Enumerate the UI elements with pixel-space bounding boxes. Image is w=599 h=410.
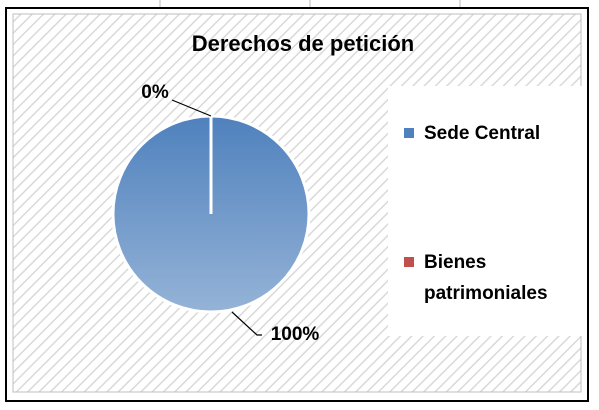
chart-title: Derechos de petición bbox=[192, 31, 415, 56]
data-label: 100% bbox=[271, 324, 320, 345]
leader-line bbox=[171, 99, 212, 117]
legend-marker bbox=[404, 128, 414, 138]
data-label: 0% bbox=[141, 82, 169, 103]
legend-marker bbox=[404, 257, 414, 267]
legend-box bbox=[388, 86, 582, 336]
legend-label: Bienes patrimoniales bbox=[424, 252, 548, 304]
leader-line bbox=[231, 311, 262, 336]
legend-label: Sede Central bbox=[424, 123, 541, 144]
